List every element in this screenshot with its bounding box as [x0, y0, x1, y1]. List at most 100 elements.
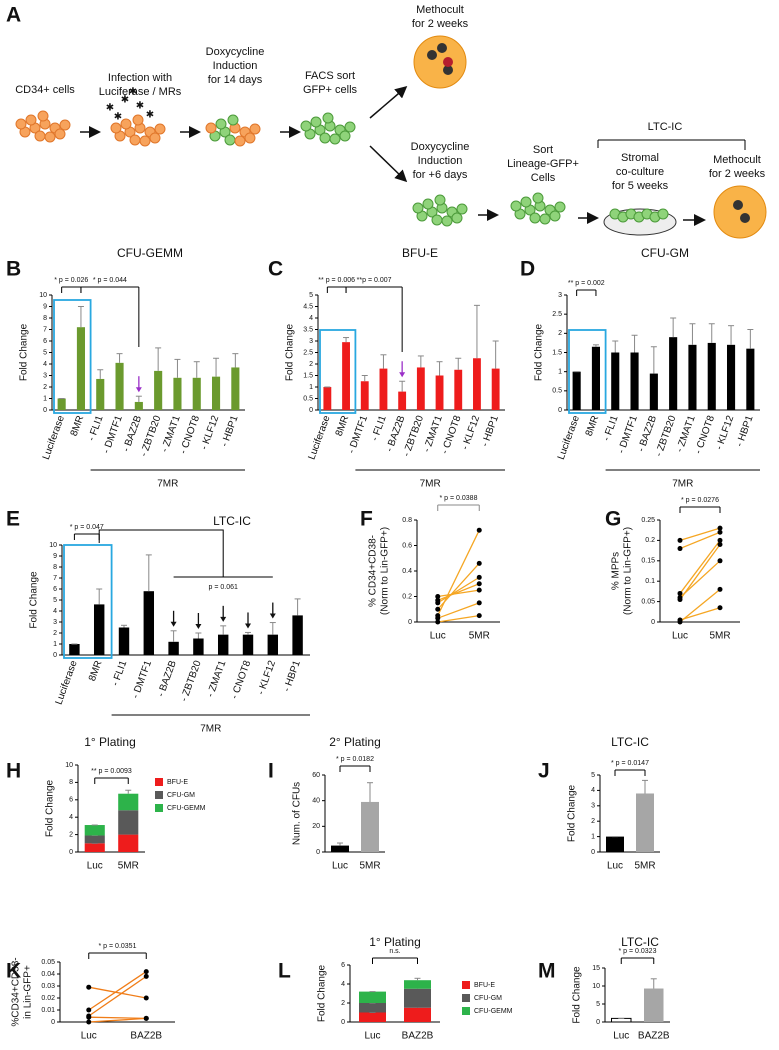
y-axis-label: (Norm to Lin-GFP+) — [380, 527, 391, 615]
y-tick-label: 9 — [53, 553, 57, 560]
panel-letter: F — [360, 508, 373, 531]
y-axis-label: Fold Change — [29, 571, 40, 629]
y-tick-label: 8 — [69, 779, 73, 786]
panel-letter: H — [6, 760, 21, 783]
point — [677, 617, 683, 623]
y-tick-label: 6 — [69, 797, 73, 804]
legend-label: BFU-E — [167, 779, 188, 786]
point — [143, 995, 149, 1001]
y-tick-label: 2 — [591, 818, 595, 825]
cell — [431, 214, 443, 226]
x-tick-label: Luciferase — [307, 414, 333, 462]
cell — [15, 118, 27, 130]
point — [435, 594, 441, 599]
step-label: Cells — [531, 172, 556, 184]
bar-segment — [118, 793, 139, 811]
y-tick-label: 3 — [43, 372, 47, 379]
group-label: 7MR — [420, 479, 441, 490]
bar-segment — [118, 834, 139, 852]
arrows — [80, 86, 706, 226]
point — [717, 529, 723, 535]
x-tick-label: - FLI1 — [369, 414, 388, 443]
bar — [649, 373, 658, 410]
virus: ✱ — [136, 101, 144, 112]
x-tick-label: 8MR — [69, 414, 87, 438]
bar — [96, 378, 105, 410]
y-tick-label: 0.15 — [641, 558, 655, 565]
x-tick-label: 5MR — [634, 861, 655, 872]
bar — [491, 368, 500, 410]
step-label: Doxycycline — [411, 141, 470, 153]
bar — [342, 342, 350, 410]
cell — [224, 134, 236, 146]
y-tick-label: 4 — [341, 981, 345, 988]
bar-segment — [404, 1007, 431, 1022]
cell — [25, 114, 37, 126]
y-tick-label: 15 — [592, 965, 600, 972]
bar — [217, 634, 229, 655]
point — [677, 590, 683, 596]
workflow-diagram: A CD34+ cells Infection with Luciferase … — [6, 4, 767, 239]
p-value: * p = 0.0388 — [440, 495, 478, 502]
y-tick-label: 7 — [43, 326, 47, 333]
cell — [549, 210, 561, 222]
y-tick-label: 4 — [43, 361, 47, 368]
p-value: * p = 0.0182 — [336, 756, 374, 763]
cell — [529, 212, 541, 224]
panel-letter: L — [278, 960, 291, 983]
y-axis-label: Fold Change — [317, 964, 328, 1022]
virus: ✱ — [129, 87, 137, 98]
legend-swatch — [155, 778, 163, 786]
cell — [554, 201, 566, 213]
bar — [435, 375, 444, 410]
p-value: * p = 0.0351 — [99, 943, 137, 950]
panel-letter: M — [538, 960, 556, 983]
legend-swatch — [155, 791, 163, 799]
y-axis-label: % MPPs — [611, 552, 622, 590]
bar-segment — [84, 825, 105, 836]
cell — [422, 198, 434, 210]
pair-line — [679, 527, 721, 542]
p-value: **p = 0.007 — [357, 277, 392, 284]
cell — [657, 208, 669, 220]
y-tick-label: 3 — [591, 803, 595, 810]
marker-arrow — [220, 616, 227, 622]
x-tick-label: BAZ2B — [402, 1031, 434, 1042]
cell — [244, 132, 256, 144]
step-label: Sort — [533, 144, 553, 156]
y-tick-label: 3 — [558, 292, 562, 299]
cell — [510, 200, 522, 212]
chart-title: LTC-IC — [611, 735, 649, 749]
p-value: ** p = 0.002 — [568, 280, 605, 287]
cell — [54, 128, 66, 140]
y-tick-label: 0.25 — [641, 517, 655, 524]
marker-arrow — [195, 624, 202, 629]
group-label: 7MR — [157, 479, 178, 490]
panel-letter: K — [6, 960, 21, 983]
cell — [329, 133, 341, 145]
bar — [630, 352, 639, 410]
y-axis-label: Num. of CFUs — [292, 782, 303, 845]
panel-letter: G — [605, 508, 621, 531]
bar — [57, 398, 66, 410]
y-tick-label: 0 — [341, 1019, 345, 1026]
x-tick-label: - FLI1 — [110, 659, 129, 688]
cell — [154, 123, 166, 135]
bar — [118, 627, 130, 655]
bar — [242, 634, 254, 655]
point — [717, 558, 723, 564]
pair-line — [88, 986, 147, 999]
x-tick-label: 5MR — [359, 861, 380, 872]
point — [717, 541, 723, 547]
highlight-box — [568, 329, 607, 414]
legend-swatch — [462, 994, 470, 1002]
colony — [443, 57, 453, 67]
bar-segment — [404, 988, 431, 1008]
y-axis-label: (Norm to Lin-GFP+) — [623, 527, 634, 615]
cell — [532, 192, 544, 204]
x-tick-label: 5MR — [469, 631, 490, 642]
y-tick-label: 40 — [312, 798, 320, 805]
x-tick-label: - KLF12 — [256, 659, 279, 697]
pair-line — [437, 562, 480, 610]
cell — [120, 118, 132, 130]
